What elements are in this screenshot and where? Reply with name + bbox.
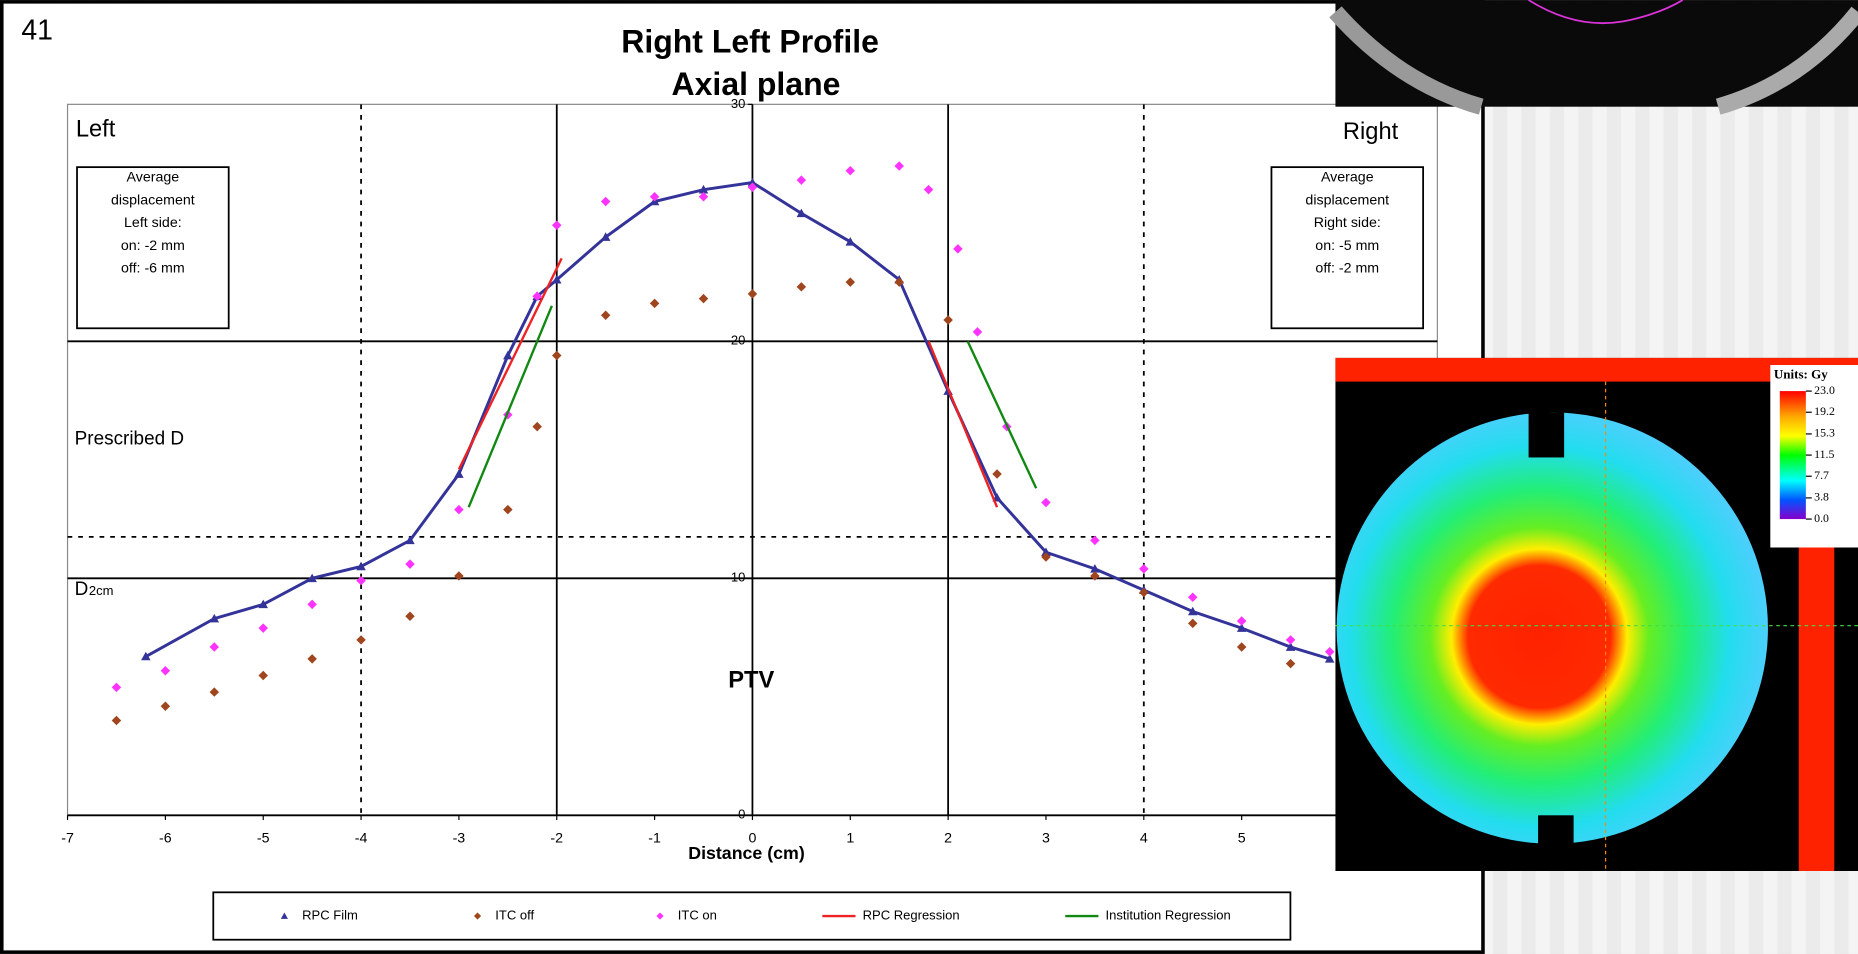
x-tick-label: 1 (846, 831, 854, 847)
chart-title: Right Left Profile (621, 23, 879, 59)
box-text: Right side: (1314, 215, 1381, 231)
x-tick-label: -1 (648, 831, 661, 847)
x-tick-label: -5 (257, 831, 270, 847)
colorbar (1780, 391, 1806, 519)
x-tick-label: 4 (1140, 831, 1148, 847)
colorbar-label: 23.0 (1814, 383, 1835, 397)
y-tick-label: 10 (731, 570, 745, 585)
d2cm-label: D (75, 579, 89, 600)
slide: 41 Right Left Profile Axial plane Distan… (0, 0, 1858, 954)
box-text: Average (1321, 170, 1374, 186)
legend-label: RPC Regression (863, 907, 960, 922)
colorbar-label: 11.5 (1814, 447, 1834, 461)
legend-label: ITC off (495, 907, 534, 922)
x-axis-label: Distance (cm) (688, 843, 805, 863)
d2cm-subscript: 2cm (89, 583, 114, 598)
y-tick-label: 0 (738, 807, 745, 822)
ptv-label: PTV (728, 668, 774, 694)
dose-image: Units: Gy 23.0 19.2 15.3 11.5 7.7 3.8 0.0 (1335, 358, 1858, 871)
x-tick-label: 3 (1042, 831, 1050, 847)
slide-number: 41 (21, 15, 53, 47)
dose-strip (1799, 548, 1835, 871)
x-tick-label: -4 (355, 831, 368, 847)
box-text: displacement (1305, 192, 1389, 208)
page: {"slide_number": "41", "chart_data": { "… (0, 0, 1858, 954)
box-text: Average (127, 170, 180, 186)
colorbar-units: Units: Gy (1774, 367, 1828, 382)
chart-subtitle: Axial plane (672, 66, 841, 102)
box-text: on: -2 mm (121, 238, 185, 254)
x-tick-label: 0 (748, 831, 756, 847)
left-label: Left (76, 117, 116, 143)
box-text: off: -2 mm (1315, 261, 1379, 277)
dose-map (1337, 412, 1768, 843)
ct-image (1335, 0, 1858, 107)
legend-label: RPC Film (302, 907, 358, 922)
prescribed-label: Prescribed D (75, 429, 184, 450)
colorbar-label: 0.0 (1814, 511, 1829, 525)
colorbar-label: 19.2 (1814, 404, 1835, 418)
x-tick-label: -2 (550, 831, 563, 847)
x-tick-label: -7 (61, 831, 74, 847)
colorbar-label: 7.7 (1814, 468, 1829, 482)
phantom-notch (1529, 412, 1565, 457)
y-tick-label: 30 (731, 96, 745, 111)
y-tick-label: 20 (731, 333, 745, 348)
legend-label: Institution Regression (1106, 907, 1231, 922)
right-label: Right (1343, 119, 1399, 145)
box-text: off: -6 mm (121, 261, 185, 277)
ct-background (1335, 0, 1858, 107)
phantom-notch (1538, 815, 1574, 865)
colorbar-label: 3.8 (1814, 490, 1829, 504)
box-text: on: -5 mm (1315, 238, 1379, 254)
legend-label: ITC on (678, 907, 717, 922)
x-tick-label: 2 (944, 831, 952, 847)
x-tick-label: 5 (1238, 831, 1246, 847)
x-tick-label: -3 (453, 831, 466, 847)
box-text: Left side: (124, 215, 182, 231)
x-tick-label: -6 (159, 831, 172, 847)
box-text: displacement (111, 192, 195, 208)
colorbar-label: 15.3 (1814, 426, 1835, 440)
